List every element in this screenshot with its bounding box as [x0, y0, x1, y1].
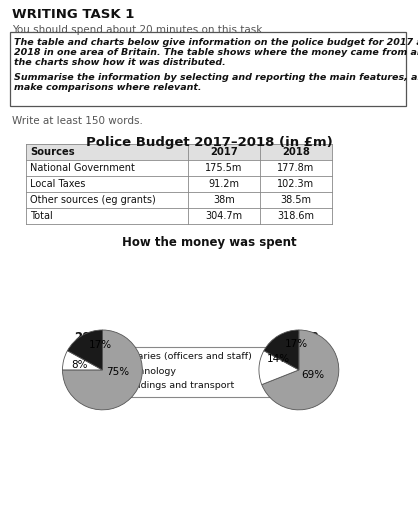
- Text: Other sources (eg grants): Other sources (eg grants): [30, 195, 156, 205]
- Text: 2018: 2018: [282, 147, 310, 157]
- Bar: [26, 160, 332, 176]
- Text: make comparisons where relevant.: make comparisons where relevant.: [14, 83, 201, 92]
- Bar: [100, 347, 320, 397]
- Bar: [108, 381, 118, 391]
- Wedge shape: [67, 330, 102, 370]
- Bar: [26, 176, 332, 192]
- Text: 2018: 2018: [285, 331, 319, 344]
- Text: Police Budget 2017–2018 (in £m): Police Budget 2017–2018 (in £m): [86, 136, 332, 149]
- Text: 2018 in one area of Britain. The table shows where the money came from and: 2018 in one area of Britain. The table s…: [14, 48, 418, 57]
- Text: You should spend about 20 minutes on this task.: You should spend about 20 minutes on thi…: [12, 25, 266, 35]
- Text: 75%: 75%: [106, 367, 129, 377]
- Bar: [108, 367, 118, 377]
- Text: WRITING TASK 1: WRITING TASK 1: [12, 8, 134, 21]
- Text: 91.2m: 91.2m: [209, 179, 240, 189]
- Text: 177.8m: 177.8m: [278, 163, 315, 173]
- Text: Write at least 150 words.: Write at least 150 words.: [12, 116, 143, 126]
- Text: 14%: 14%: [267, 354, 290, 364]
- Text: Buildings and transport: Buildings and transport: [123, 380, 234, 390]
- Text: 102.3m: 102.3m: [278, 179, 315, 189]
- Bar: [108, 353, 118, 363]
- Text: Sources: Sources: [30, 147, 75, 157]
- Wedge shape: [62, 330, 143, 410]
- Text: 17%: 17%: [89, 340, 112, 350]
- Text: 2017: 2017: [74, 331, 106, 344]
- Text: Salaries (officers and staff): Salaries (officers and staff): [123, 352, 252, 361]
- Bar: [10, 32, 406, 106]
- Text: 17%: 17%: [285, 339, 308, 349]
- Text: National Government: National Government: [30, 163, 135, 173]
- Text: How the money was spent: How the money was spent: [122, 236, 296, 249]
- Text: Technology: Technology: [123, 367, 176, 375]
- Text: 318.6m: 318.6m: [278, 211, 314, 221]
- Text: 38m: 38m: [213, 195, 235, 205]
- Text: the charts show how it was distributed.: the charts show how it was distributed.: [14, 58, 226, 67]
- Bar: [26, 144, 332, 160]
- Text: 38.5m: 38.5m: [280, 195, 311, 205]
- Text: 175.5m: 175.5m: [205, 163, 243, 173]
- Wedge shape: [259, 351, 299, 385]
- Text: 8%: 8%: [71, 360, 87, 370]
- Text: Summarise the information by selecting and reporting the main features, and: Summarise the information by selecting a…: [14, 73, 418, 82]
- Bar: [26, 208, 332, 224]
- Wedge shape: [264, 330, 299, 370]
- Wedge shape: [62, 351, 102, 370]
- Text: 69%: 69%: [301, 370, 324, 380]
- Text: 2017: 2017: [210, 147, 238, 157]
- Text: The table and charts below give information on the police budget for 2017 and: The table and charts below give informat…: [14, 38, 418, 47]
- Text: 304.7m: 304.7m: [205, 211, 242, 221]
- Text: Local Taxes: Local Taxes: [30, 179, 85, 189]
- Bar: [26, 192, 332, 208]
- Text: Total: Total: [30, 211, 53, 221]
- Wedge shape: [262, 330, 339, 410]
